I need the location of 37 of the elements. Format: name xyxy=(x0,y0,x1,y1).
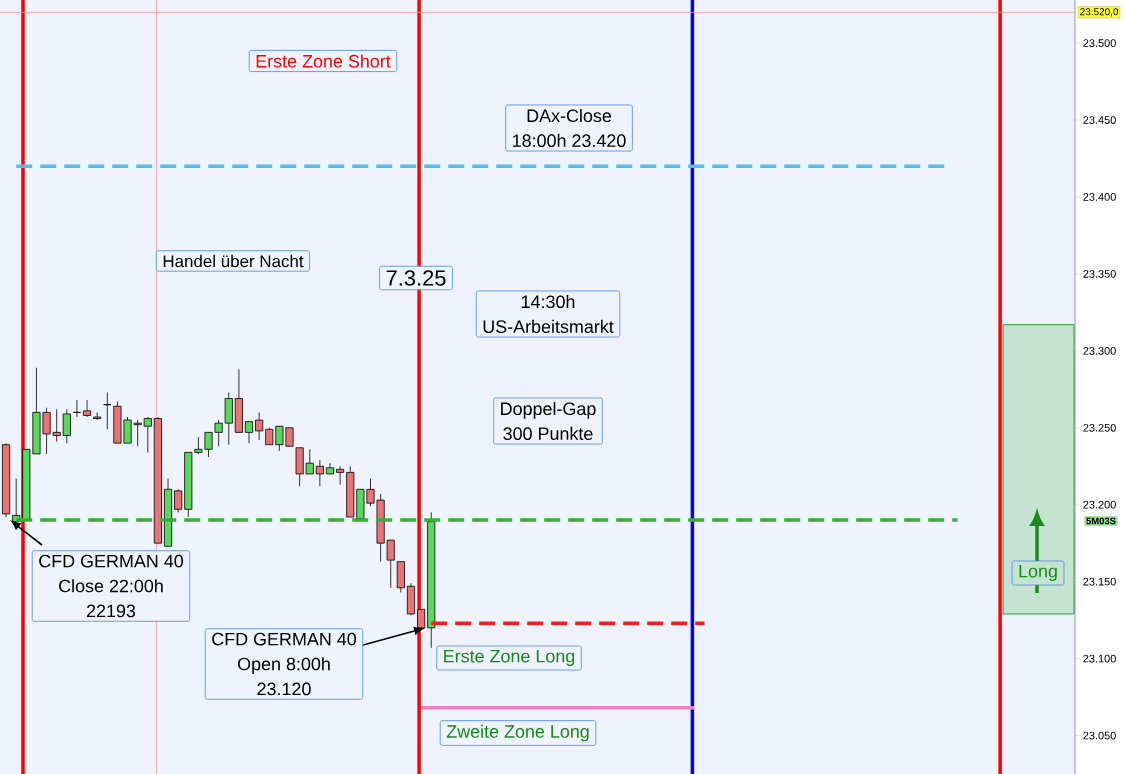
y-tick-label: 23.350 xyxy=(1083,270,1116,278)
candlestick xyxy=(336,465,345,486)
y-tick-label: 23.400 xyxy=(1083,193,1116,201)
annotation: CFD GERMAN 40 xyxy=(212,632,357,646)
annotation: US-Arbeitsmarkt xyxy=(483,319,614,334)
annotation: CFD GERMAN 40 xyxy=(39,554,184,568)
y-tick-label: 23.300 xyxy=(1083,346,1116,355)
annotation: 300 Punkte xyxy=(503,426,593,441)
y-tick-label: 23.050 xyxy=(1083,731,1116,740)
annotation: Doppel-Gap xyxy=(501,401,596,419)
annotation: DAx-Close xyxy=(527,108,612,123)
y-tick-label: 23.100 xyxy=(1083,654,1116,663)
candlestick xyxy=(244,421,254,444)
candlestick xyxy=(174,488,183,513)
annotation: Handel über Nacht xyxy=(163,254,304,268)
text: 5M03S xyxy=(1086,517,1116,525)
annotation: 23.120 xyxy=(257,682,311,696)
annotation: 7.3.25 xyxy=(386,270,446,286)
annotation: Erste Zone Short xyxy=(256,54,391,68)
y-tick-label: 23.200 xyxy=(1083,500,1116,509)
y-tick-label: 23.250 xyxy=(1083,423,1116,432)
annotation: 22193 xyxy=(86,604,136,618)
candlestick xyxy=(255,411,264,441)
annotation: Zweite Zone Long xyxy=(446,724,589,742)
candlestick xyxy=(315,459,324,487)
annotation: Open 8:00h xyxy=(237,657,330,674)
annotation: Close 22:00h xyxy=(59,579,163,593)
candlestick xyxy=(62,408,71,444)
y-tick-label: 23.500 xyxy=(1083,39,1116,47)
annotation: 14:30h xyxy=(521,294,575,309)
annotation: Long xyxy=(1019,564,1057,582)
ref-line-label: 23.520,0 xyxy=(1080,8,1119,17)
y-tick-label: 23.450 xyxy=(1083,116,1116,124)
y-tick-label: 23.150 xyxy=(1083,577,1116,586)
annotation: 18:00h 23.420 xyxy=(513,133,626,148)
candlestick xyxy=(83,399,92,418)
annotation: Erste Zone Long xyxy=(444,649,575,667)
